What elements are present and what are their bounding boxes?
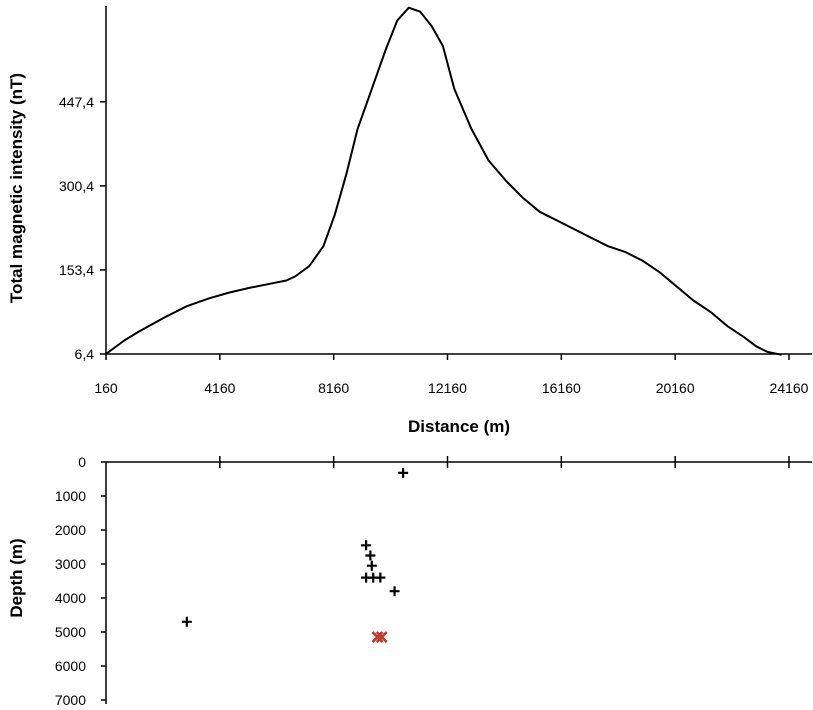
depth-point-plus	[181, 616, 192, 627]
bottom-y-tick-label: 4000	[55, 590, 86, 606]
bottom-y-tick-label: 5000	[55, 624, 86, 640]
bottom-y-tick-label: 0	[78, 454, 86, 470]
bottom-y-tick-label: 6000	[55, 658, 86, 674]
top-x-tick-label: 24160	[770, 380, 809, 396]
depth-point-plus	[361, 540, 372, 551]
depth-point-cross	[371, 631, 384, 644]
top-y-tick-label: 6,4	[75, 346, 95, 362]
top-y-tick-label: 300,4	[59, 178, 94, 194]
top-x-tick-label: 16160	[542, 380, 581, 396]
depth-point-plus	[398, 467, 409, 478]
top-y-tick-label: 447,4	[59, 94, 94, 110]
top-x-tick-label: 20160	[656, 380, 695, 396]
top-y-axis-title: Total magnetic intensity (nT)	[7, 73, 26, 303]
bottom-y-tick-label: 7000	[55, 692, 86, 708]
top-y-tick-label: 153,4	[59, 262, 94, 278]
depth-point-cross	[375, 631, 388, 644]
bottom-y-axis-title: Depth (m)	[7, 538, 26, 617]
bottom-y-tick-label: 1000	[55, 488, 86, 504]
bottom-y-tick-label: 2000	[55, 522, 86, 538]
top-x-axis-title: Distance (m)	[408, 417, 510, 436]
depth-point-plus	[365, 550, 376, 561]
depth-point-plus	[389, 586, 400, 597]
magnetic-intensity-plot: 6,4 153,4 300,4 447,4 160 4160 8160 12160 16160 2…	[59, 6, 812, 396]
top-x-tick-label: 12160	[428, 380, 467, 396]
top-x-tick-label: 4160	[204, 380, 235, 396]
intensity-curve	[105, 6, 782, 356]
depth-point-plus	[375, 572, 386, 583]
source-depth-plot: 0 1000 2000 3000 4000 5000 6000 7000	[55, 454, 812, 708]
top-x-tick-label: 160	[94, 380, 118, 396]
bottom-y-tick-label: 3000	[55, 556, 86, 572]
depth-point-plus	[366, 560, 377, 571]
top-x-tick-label: 8160	[318, 380, 349, 396]
